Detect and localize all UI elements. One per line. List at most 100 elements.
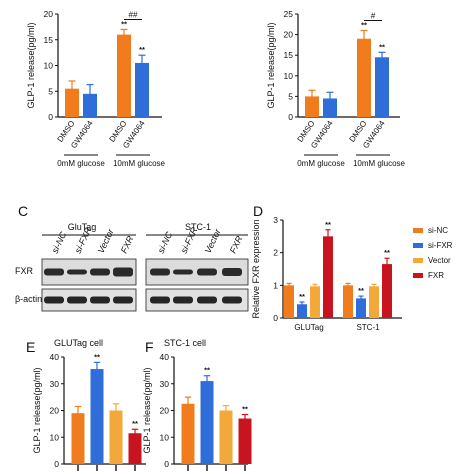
d-g1-bar-2	[369, 286, 379, 318]
f-ylabel: GLP-1 release(pg/ml)	[142, 367, 152, 453]
e-ytick-label-1: 10	[50, 432, 60, 442]
blot-band-actin-5	[173, 296, 193, 304]
blot-band-actin-1	[67, 296, 87, 304]
e-ytick-label-0: 0	[54, 459, 59, 469]
b-sig-label-2: **	[361, 20, 367, 29]
panel-e-chart: E 0 10 20 30 40 GLP-1 release(pg/ml) GLUTag ce…	[26, 338, 146, 471]
blot-band-fxr-7	[222, 268, 242, 276]
f-bar-0	[181, 403, 195, 464]
b-group-label-0: 0mM glucose	[297, 159, 345, 168]
e-ytick-label-4: 40	[50, 352, 60, 362]
d-legend-swatch-3	[413, 273, 423, 278]
b-ylabel: GLP-1 release(pg/ml)	[266, 22, 276, 108]
a-group-label-1: 10mM glucose	[113, 159, 166, 168]
d-ytick-label-2: 2	[273, 248, 278, 258]
blot-band-actin-2	[90, 296, 110, 304]
a-sig-label-3: **	[139, 45, 145, 54]
f-ytick-label-0: 0	[164, 459, 169, 469]
a-group-label-0: 0mM glucose	[57, 159, 105, 168]
blot-row-label-fxr: FXR	[15, 266, 34, 276]
panel-letter-d: D	[253, 203, 263, 219]
blot-membrane-actin-glutag	[41, 288, 137, 312]
d-legend-label-1: si-FXR	[428, 241, 453, 250]
panel-c-western-blot: C GluTag STC-1 si-NC si-FXR Vector FXR si-NC…	[15, 203, 249, 312]
b-sig-bracket-label: #	[371, 11, 376, 20]
f-sig-label-3: **	[242, 405, 248, 414]
a-sig-bracket-label: ##	[129, 10, 138, 19]
d-g0-sig-label-1: **	[299, 292, 305, 301]
blot-band-actin-4	[150, 296, 170, 304]
a-ytick-label-3: 15	[44, 35, 54, 45]
b-bar-1	[323, 98, 337, 117]
e-sig-label-1: **	[94, 352, 100, 361]
blot-cellline-glutag: GluTag	[68, 222, 97, 232]
e-bar-3	[128, 433, 142, 464]
panel-d-chart: D 0 1 2 3 Relative FXR expression ** ** GLUTag *…	[251, 203, 453, 332]
f-ytick-label-1: 10	[160, 432, 170, 442]
e-bar-2	[109, 410, 123, 464]
a-ytick-label-2: 10	[44, 61, 54, 71]
blot-cellline-stc1: STC-1	[185, 222, 211, 232]
e-bar-0	[71, 413, 85, 464]
d-legend-swatch-1	[413, 243, 423, 248]
d-g0-bar-2	[310, 286, 320, 318]
blot-band-actin-3	[113, 296, 133, 304]
b-ytick-label-3: 15	[284, 50, 294, 60]
a-ytick-label-1: 5	[48, 86, 53, 96]
f-ytick-label-3: 30	[160, 379, 170, 389]
blot-band-fxr-2	[90, 268, 110, 276]
d-g0-sig-label-3: **	[325, 220, 331, 229]
b-ytick-label-5: 25	[284, 9, 294, 19]
b-sig-label-3: **	[379, 42, 385, 51]
d-g1-sig-label-3: **	[384, 248, 390, 257]
d-group-label-1: STC-1	[356, 323, 380, 332]
d-g0-bar-0	[284, 285, 294, 318]
b-bar-0	[305, 96, 319, 117]
d-ytick-label-3: 3	[273, 215, 278, 225]
a-ytick-label-0: 0	[48, 112, 53, 122]
blot-band-fxr-5	[173, 269, 193, 275]
f-bar-2	[219, 410, 233, 464]
b-ytick-label-1: 5	[288, 91, 293, 101]
f-ytick-label-4: 40	[160, 352, 170, 362]
blot-band-actin-7	[222, 296, 242, 304]
blot-band-fxr-3	[113, 267, 133, 277]
d-group-label-0: GLUTag	[294, 323, 323, 332]
blot-bands	[44, 267, 242, 304]
e-bar-1	[90, 369, 104, 464]
d-legend-swatch-2	[413, 258, 423, 263]
f-sig-label-1: **	[204, 366, 210, 375]
panel-letter-c: C	[18, 203, 28, 219]
b-ytick-label-0: 0	[288, 112, 293, 122]
a-bar-3	[135, 62, 149, 117]
blot-lane-label-0: si-NC	[50, 230, 69, 255]
f-bar-1	[200, 381, 214, 464]
panel-f-chart: F 0 10 20 30 40 GLP-1 release(pg/ml) STC-1 cel…	[142, 338, 252, 471]
f-title: STC-1 cell	[164, 338, 206, 348]
d-g1-bar-0	[343, 285, 353, 318]
d-g0-bar-3	[323, 236, 333, 318]
blot-lane-label-3: FXR	[119, 234, 136, 255]
a-bar-1	[83, 93, 97, 117]
blot-lane-label-2: Vector	[96, 226, 116, 254]
b-ytick-label-4: 20	[284, 30, 294, 40]
e-ytick-label-2: 20	[50, 406, 60, 416]
blot-lane-label-7: FXR	[228, 234, 245, 255]
e-sig-label-3: **	[132, 419, 138, 428]
e-ylabel: GLP-1 release(pg/ml)	[32, 367, 42, 453]
e-title: GLUTag cell	[54, 338, 103, 348]
a-sig-label-2: **	[121, 19, 127, 28]
d-g1-bar-1	[356, 298, 366, 318]
b-bar-2	[357, 38, 371, 117]
blot-row-label-actin: β-actin	[15, 294, 42, 304]
a-ytick-label-4: 20	[44, 9, 54, 19]
blot-lane-label-5: si-FXR	[179, 225, 200, 255]
d-legend-label-0: si-NC	[428, 226, 448, 235]
d-ytick-label-1: 1	[273, 280, 278, 290]
b-ytick-label-2: 10	[284, 71, 294, 81]
blot-band-fxr-6	[197, 268, 217, 276]
d-ytick-label-0: 0	[273, 313, 278, 323]
blot-band-fxr-0	[44, 268, 64, 276]
